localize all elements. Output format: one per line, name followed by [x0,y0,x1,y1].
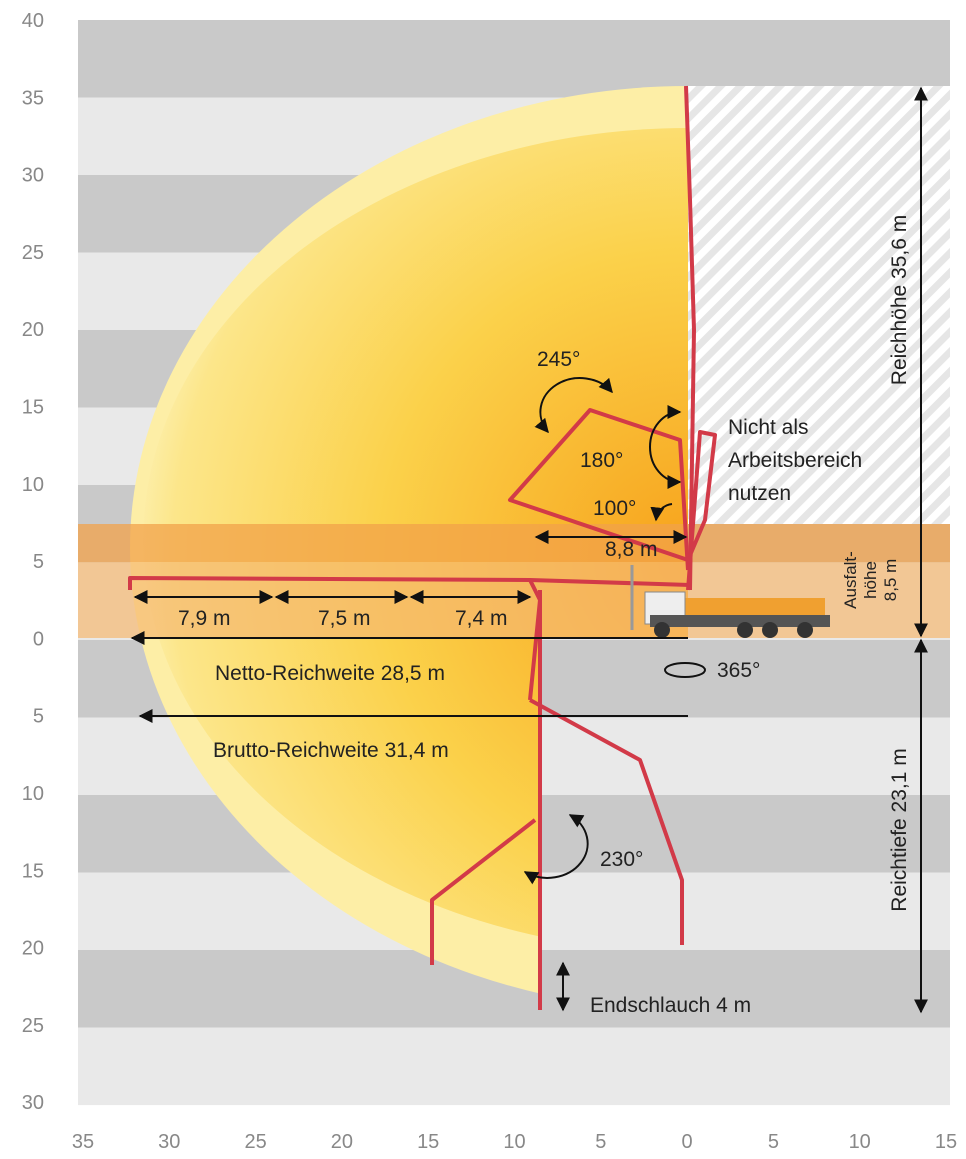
x-tick-label: 0 [682,1131,693,1153]
x-tick-label: 30 [158,1131,180,1153]
y-tick-label: 30 [22,165,44,187]
y-tick-label: 20 [22,938,44,960]
y-tick-label: 10 [22,474,44,496]
dimensions [130,86,928,1014]
hose-label: Endschlauch 4 m [590,994,751,1017]
x-axis: 35 30 25 20 15 10 5 0 5 10 15 [72,1131,957,1153]
y-tick-label: 35 [22,87,44,109]
truck [644,591,830,638]
x-tick-label: 10 [503,1131,525,1153]
x-tick-label: 5 [595,1131,606,1153]
y-tick-label: 20 [22,319,44,341]
rot-100: 100° [593,497,636,520]
unfold-label: höhe [861,561,880,599]
height-label: Reichhöhe 35,6 m [888,215,911,385]
x-tick-label: 25 [244,1131,266,1153]
depth-label: Reichtiefe 23,1 m [888,748,911,911]
boom [128,85,717,1010]
netto-label: Netto-Reichweite 28,5 m [215,662,445,685]
rot-245: 245° [537,348,580,371]
seg-label: 7,9 m [178,607,231,630]
y-tick-label: 5 [33,551,44,573]
x-tick-label: 15 [417,1131,439,1153]
y-axis: 40 35 30 25 20 15 10 5 0 5 10 15 20 25 30 [22,10,44,1114]
rot-230: 230° [600,848,643,871]
x-tick-label: 20 [331,1131,353,1153]
unfold-label: Ausfalt- [841,551,860,609]
unfold-band-top [78,524,950,562]
y-tick-label: 10 [22,783,44,805]
y-tick-label: 40 [22,10,44,32]
reach-area [130,86,688,1010]
band [78,20,950,98]
warning-line: nutzen [728,482,791,505]
band [78,1027,950,1106]
y-tick-label: 25 [22,242,44,264]
brutto-label: Brutto-Reichweite 31,4 m [213,739,449,762]
no-work-zone [688,86,950,524]
y-tick-label: 0 [33,628,44,650]
x-tick-label: 15 [935,1131,957,1153]
y-tick-label: 25 [22,1015,44,1037]
x-tick-label: 10 [849,1131,871,1153]
x-tick-label: 35 [72,1131,94,1153]
seg-label: 7,5 m [318,607,371,630]
y-tick-label: 30 [22,1092,44,1114]
seg-label: 8,8 m [605,538,658,561]
warning-line: Nicht als [728,416,809,439]
y-tick-label: 5 [33,706,44,728]
warning-line: Arbeitsbereich [728,449,862,472]
rot-365: 365° [717,659,760,682]
seg-label: 7,4 m [455,607,508,630]
rot-180: 180° [580,449,623,472]
unfold-label: 8,5 m [881,559,900,602]
y-tick-label: 15 [22,860,44,882]
x-tick-label: 5 [768,1131,779,1153]
y-tick-label: 15 [22,397,44,419]
